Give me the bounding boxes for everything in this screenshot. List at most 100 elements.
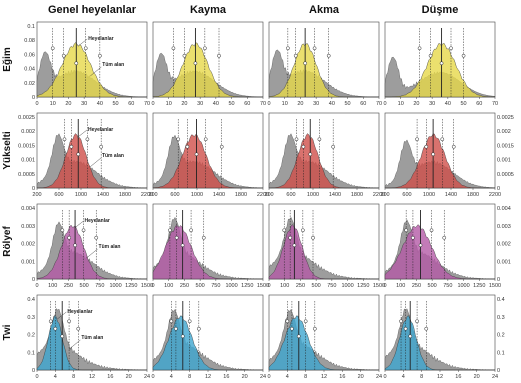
x-tick-label: 70 xyxy=(492,101,498,107)
quantile-marker xyxy=(312,326,317,331)
y-tick-label: 0.002 xyxy=(21,129,35,135)
x-tick-label: 0 xyxy=(383,283,386,289)
x-tick-label: 0 xyxy=(151,374,154,380)
column-title: Kayma xyxy=(190,4,227,16)
x-tick-label: 40 xyxy=(97,101,103,107)
x-tick-label: 30 xyxy=(81,101,87,107)
quantile-marker xyxy=(296,334,301,339)
x-tick-label: 1000 xyxy=(423,192,435,198)
quantile-marker xyxy=(439,61,444,66)
quantile-marker xyxy=(193,61,198,66)
x-tick-label: 1800 xyxy=(467,192,479,198)
x-tick-label: 100 xyxy=(48,283,57,289)
x-tick-label: 1400 xyxy=(445,192,457,198)
quantile-marker xyxy=(76,152,81,157)
y-tick-label: 0.4 xyxy=(497,297,505,303)
x-tick-label: 1400 xyxy=(329,192,341,198)
x-tick-label: 50 xyxy=(345,101,351,107)
x-tick-label: 20 xyxy=(242,374,248,380)
row-title: Yükselti xyxy=(2,131,13,170)
x-tick-label: 20 xyxy=(358,374,364,380)
y-tick-label: 0.002 xyxy=(497,242,511,248)
x-tick-label: 1000 xyxy=(307,192,319,198)
panel-Eğim-1: 0 10 20 30 40 50 60 70 xyxy=(151,21,266,107)
quantile-marker xyxy=(201,235,206,240)
quantile-marker xyxy=(286,46,290,51)
quantile-marker xyxy=(424,144,429,149)
whole-area-label: Tüm alan xyxy=(102,62,124,68)
quantile-marker xyxy=(411,235,415,240)
x-tick-label: 40 xyxy=(213,101,219,107)
x-tick-label: 60 xyxy=(476,101,482,107)
x-tick-label: 2200 xyxy=(257,192,269,198)
quantile-marker xyxy=(399,319,403,324)
y-tick-label: 0.06 xyxy=(24,52,35,58)
x-tick-label: 750 xyxy=(211,283,220,289)
x-tick-label: 600 xyxy=(170,192,179,198)
y-tick-label: 0 xyxy=(32,95,35,101)
x-tick-label: 500 xyxy=(80,283,89,289)
y-tick-label: 0.04 xyxy=(24,67,35,73)
x-tick-label: 250 xyxy=(296,283,305,289)
y-tick-label: 0.003 xyxy=(21,224,35,230)
quantile-marker xyxy=(293,53,298,58)
x-tick-label: 30 xyxy=(197,101,203,107)
quantile-marker xyxy=(168,228,172,233)
x-tick-label: 0 xyxy=(35,374,38,380)
x-tick-label: 20 xyxy=(297,101,303,107)
x-tick-label: 40 xyxy=(445,101,451,107)
y-tick-label: 0.0015 xyxy=(18,143,35,149)
quantile-marker xyxy=(73,243,77,248)
y-tick-label: 0.003 xyxy=(497,224,511,230)
x-tick-label: 10 xyxy=(398,101,404,107)
quantile-marker xyxy=(61,53,66,58)
y-tick-label: 0.2 xyxy=(27,333,35,339)
y-tick-label: 0.001 xyxy=(21,259,35,265)
quantile-marker xyxy=(449,46,453,51)
x-tick-label: 1000 xyxy=(191,192,203,198)
x-tick-label: 70 xyxy=(376,101,382,107)
x-tick-label: 500 xyxy=(312,283,321,289)
label-pointer xyxy=(90,66,102,77)
quantile-marker xyxy=(99,144,104,149)
x-tick-label: 750 xyxy=(443,283,452,289)
y-tick-label: 0.0005 xyxy=(18,172,35,178)
x-tick-label: 60 xyxy=(360,101,366,107)
x-tick-label: 0 xyxy=(383,101,386,107)
quantile-marker xyxy=(301,144,306,149)
quantile-marker xyxy=(461,53,466,58)
quantile-marker xyxy=(182,53,187,58)
x-tick-label: 0 xyxy=(267,374,270,380)
label-pointer xyxy=(86,248,98,259)
panel-Yükselti-0: 200 600 1000 1400 1800 2200 0 0.0005 0.001 0.0015… xyxy=(18,112,153,198)
x-tick-label: 50 xyxy=(461,101,467,107)
x-tick-label: 12 xyxy=(205,374,211,380)
quantile-marker xyxy=(83,46,88,51)
quantile-marker xyxy=(67,319,71,324)
quantile-marker xyxy=(403,326,408,331)
x-tick-label: 10 xyxy=(166,101,172,107)
quantile-marker xyxy=(219,144,224,149)
landslide-density xyxy=(152,134,263,189)
quantile-marker xyxy=(74,61,79,66)
x-tick-label: 2200 xyxy=(141,192,153,198)
quantile-marker xyxy=(428,53,433,58)
y-tick-label: 0.0025 xyxy=(497,115,514,121)
row-title: Twi xyxy=(2,324,13,340)
y-tick-label: 0.2 xyxy=(497,333,505,339)
quantile-marker xyxy=(417,46,422,51)
landslide-density xyxy=(268,315,379,371)
panel-Eğim-3: 0 10 20 30 40 50 60 70 xyxy=(383,21,498,107)
x-tick-label: 8 xyxy=(188,374,191,380)
quantile-marker xyxy=(48,319,53,324)
x-tick-label: 20 xyxy=(126,374,132,380)
x-tick-label: 24 xyxy=(144,374,150,380)
y-tick-label: 0.02 xyxy=(24,81,35,87)
quantile-marker xyxy=(408,334,413,339)
y-tick-label: 0 xyxy=(32,368,35,374)
quantile-marker xyxy=(60,228,65,233)
panel-Rölyef-0: 0 100 250 500 750 1000 1250 150000.0010.0020.00… xyxy=(21,203,153,289)
x-tick-label: 1000 xyxy=(225,283,237,289)
landslides-label: Heyelanlar xyxy=(88,127,113,133)
